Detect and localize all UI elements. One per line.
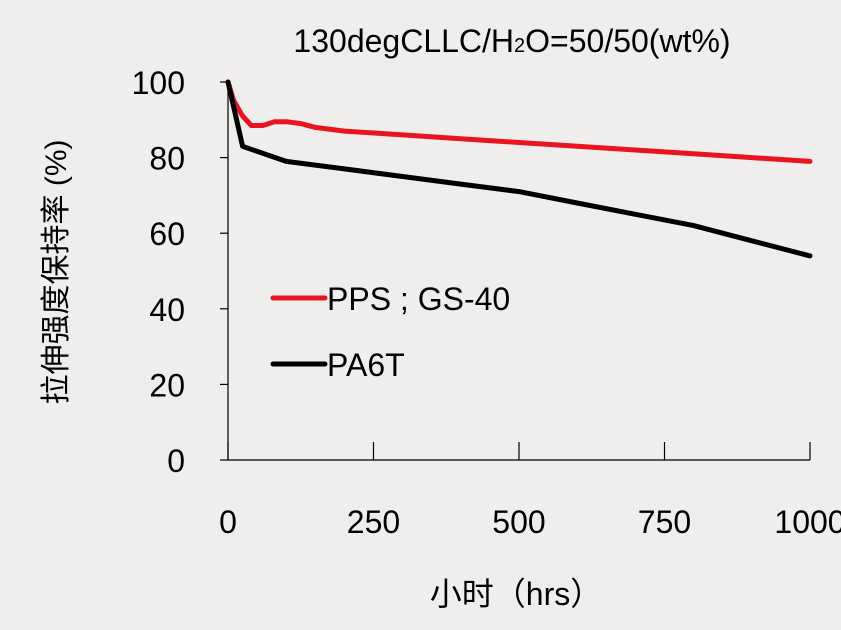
title-subscript: 2 <box>514 35 525 57</box>
y-tick-label: 60 <box>149 216 185 252</box>
legend-label: PPS ; GS-40 <box>327 281 510 317</box>
x-tick-label: 500 <box>492 504 545 540</box>
y-tick-label: 40 <box>149 292 185 328</box>
series-line-0 <box>225 79 813 164</box>
legend: PPS ; GS-40 PA6T <box>270 281 510 383</box>
y-tick-labels: 0 20 40 60 80 100 <box>132 65 185 479</box>
y-tick-label: 0 <box>167 443 185 479</box>
x-axis-label: 小时（hrs） <box>430 576 602 612</box>
y-tick-label: 100 <box>132 65 185 101</box>
x-tick-label: 250 <box>347 504 400 540</box>
series-lines <box>225 79 813 259</box>
chart-title: 130degCLLC/H2O=50/50(wt%) <box>293 23 730 59</box>
series-line-1 <box>225 79 813 259</box>
y-tick-label: 80 <box>149 141 185 177</box>
legend-label: PA6T <box>327 347 405 383</box>
x-tick-label: 0 <box>219 504 237 540</box>
axes <box>220 81 811 461</box>
x-tick-label: 1000 <box>774 504 841 540</box>
y-tick-label: 20 <box>149 367 185 403</box>
x-tick-label: 750 <box>638 504 691 540</box>
x-tick-labels: 0 250 500 750 1000 <box>219 504 841 540</box>
y-axis-label: 拉伸强度保持率 (%) <box>40 140 73 405</box>
